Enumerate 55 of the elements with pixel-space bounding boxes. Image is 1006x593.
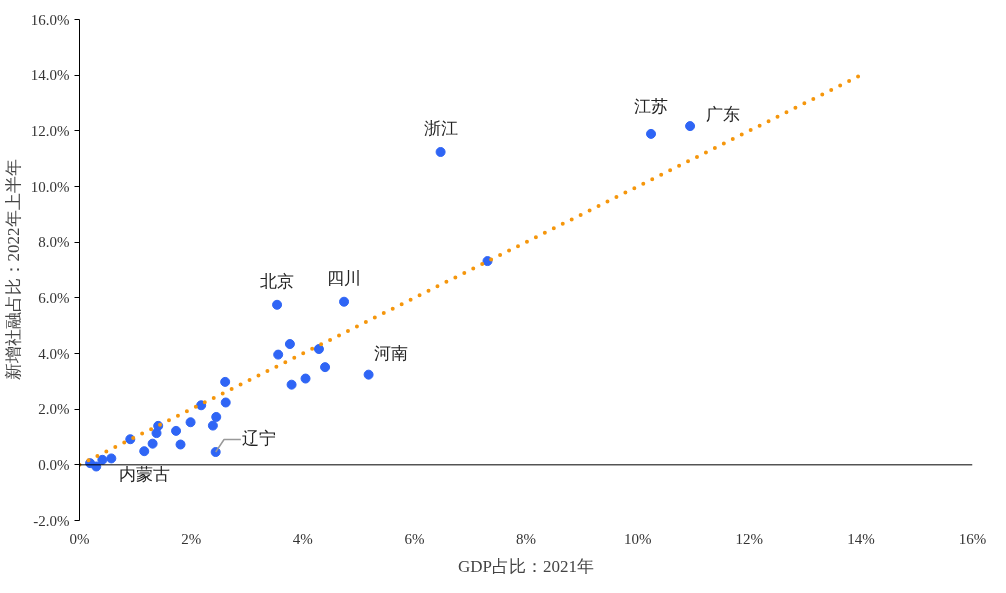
y-tick-label: 0.0% [38, 456, 70, 473]
y-tick-label: 2.0% [38, 401, 70, 418]
point [284, 339, 295, 350]
x-tick-label: 16% [958, 530, 987, 547]
point [313, 344, 324, 355]
x-tick-label: 6% [404, 530, 425, 547]
y-tick-label: 4.0% [38, 345, 70, 362]
annotation: 河南 [373, 343, 408, 363]
point [220, 376, 231, 387]
point [196, 400, 207, 411]
point [646, 128, 657, 139]
y-tick-label: 12.0% [30, 122, 70, 139]
point [286, 379, 297, 390]
point [339, 296, 350, 307]
x-tick-label: 4% [292, 530, 313, 547]
y-tick-label: 10.0% [30, 178, 70, 195]
point [175, 439, 186, 450]
point [171, 425, 182, 436]
point [139, 446, 150, 457]
point [685, 121, 696, 132]
point [273, 349, 284, 360]
x-tick-label: 12% [735, 530, 763, 547]
annotation: 浙江 [423, 118, 458, 138]
point [210, 447, 221, 458]
annotation: 江苏 [634, 96, 669, 116]
x-tick-label: 2% [181, 530, 202, 547]
point [147, 438, 158, 449]
annotation: 辽宁 [241, 429, 276, 449]
point [363, 369, 374, 380]
point [300, 373, 311, 384]
point [435, 147, 446, 157]
point [91, 461, 102, 472]
point [211, 411, 222, 422]
point [185, 417, 196, 428]
x-axis-title: GDP占比：2021年 [458, 556, 595, 576]
y-tick-label: 8.0% [38, 234, 70, 251]
annotation: 广东 [706, 105, 741, 125]
y-tick-label: 16.0% [30, 11, 70, 28]
x-tick-label: 0% [69, 530, 90, 547]
x-tick-label: 14% [847, 530, 875, 547]
y-tick-label: 14.0% [30, 67, 70, 84]
annotation: 四川 [327, 268, 362, 288]
point [272, 299, 283, 310]
x-tick-label: 10% [623, 530, 652, 547]
point [220, 397, 231, 408]
point [207, 420, 218, 431]
x-tick-label: 8% [516, 530, 536, 547]
point [97, 454, 108, 465]
y-tick-label: 6.0% [38, 289, 70, 306]
point [320, 362, 331, 373]
point [106, 453, 117, 464]
annotation: 内蒙古 [119, 464, 171, 484]
y-tick-label: -2.0% [33, 512, 70, 529]
annotation: 北京 [260, 271, 295, 291]
y-axis-title: 新增社融占比：2022年上半年 [3, 159, 23, 381]
